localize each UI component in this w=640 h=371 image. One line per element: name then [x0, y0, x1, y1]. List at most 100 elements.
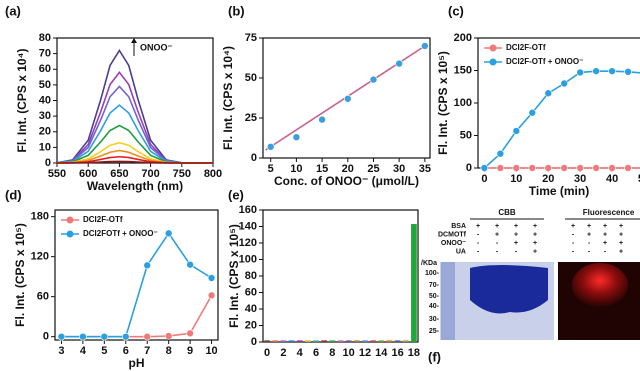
group-label: CBB [498, 208, 516, 217]
sign: - [496, 240, 499, 247]
legend-label: DCI2F-OTf + ONOO⁻ [506, 57, 583, 66]
cbb-bands [470, 265, 548, 314]
x-tick-label: 700 [141, 168, 159, 180]
x-tick-label: 15 [316, 163, 328, 175]
y-axis-title: Fl. Int. (CPS x 10⁵) [227, 224, 241, 328]
marker [545, 90, 552, 97]
bar [297, 340, 303, 342]
marker [144, 262, 151, 269]
legend-marker [67, 217, 74, 224]
x-tick-label: 9 [187, 345, 193, 357]
x-tick-label: 6 [123, 345, 129, 357]
sign: + [603, 240, 607, 247]
x-tick-label: 3 [58, 345, 64, 357]
sign: - [477, 248, 480, 255]
x-axis-title: pH [129, 356, 145, 370]
y-tick-label: 200 [454, 32, 472, 44]
annotation-arrowhead [131, 38, 137, 43]
x-tick-label: 4 [80, 345, 87, 357]
bar [321, 340, 327, 342]
marker [122, 333, 129, 340]
size-marker: 30- [429, 316, 440, 323]
marker [79, 333, 86, 340]
marker [101, 333, 108, 340]
x-tick-label: 20 [542, 173, 554, 185]
sign: - [572, 240, 575, 247]
x-tick-label: 7 [144, 345, 150, 357]
bar [289, 340, 295, 342]
bar [378, 340, 384, 342]
y-tick-label: 75 [245, 32, 257, 44]
x-tick-label: 0 [481, 173, 487, 185]
legend-marker [490, 59, 497, 66]
sign: + [587, 223, 591, 230]
y-tick-label: 150 [454, 64, 472, 76]
panel-label: (e) [228, 187, 244, 202]
y-tick-label: 120 [239, 237, 257, 249]
legend-marker [490, 45, 497, 52]
x-tick-label: 2 [280, 347, 286, 359]
marker [609, 68, 616, 75]
sign: - [604, 248, 607, 255]
bar [264, 340, 270, 342]
y-tick-label: 10 [39, 141, 51, 153]
gel-panel [440, 262, 640, 340]
sign: + [533, 240, 537, 247]
bar [338, 340, 344, 342]
sign: - [515, 248, 518, 255]
panel-label: (c) [448, 3, 464, 18]
legend-label: DCI2FOTf + ONOO⁻ [83, 229, 158, 238]
marker [267, 143, 274, 150]
size-marker: 50- [429, 293, 440, 300]
marker [421, 43, 428, 50]
bar [272, 340, 278, 342]
y-tick-label: 80 [39, 32, 51, 44]
x-tick-label: 12 [359, 347, 371, 359]
marker [396, 60, 403, 67]
marker [513, 127, 520, 134]
x-tick-label: 800 [204, 168, 222, 180]
bar [387, 340, 393, 342]
sign: + [476, 223, 480, 230]
marker [208, 275, 215, 282]
y-tick-label: 80 [245, 270, 257, 282]
size-marker: 25- [429, 328, 440, 335]
marker [577, 69, 584, 76]
marker [529, 165, 536, 172]
y-tick-label: 25 [245, 112, 257, 124]
sign: + [514, 231, 518, 238]
bar [370, 340, 376, 342]
marker [593, 68, 600, 75]
x-tick-label: 6 [313, 347, 319, 359]
y-tick-label: 70 [39, 48, 51, 60]
x-tick-label: 10 [343, 347, 355, 359]
x-axis-title: Time (min) [529, 184, 589, 198]
sign: + [619, 223, 623, 230]
sign: + [619, 240, 623, 247]
x-tick-label: 8 [329, 347, 335, 359]
figure: (a)01020304050607080550600650700750800Fl… [0, 0, 640, 371]
sign: - [572, 248, 575, 255]
y-tick-label: 60 [37, 291, 49, 303]
y-tick-label: 0 [43, 331, 49, 343]
row-label: ONOO⁻ [441, 240, 466, 247]
x-tick-label: 40 [606, 173, 618, 185]
bar [354, 340, 360, 342]
x-tick-label: 550 [48, 168, 66, 180]
marker [319, 116, 326, 123]
size-marker: 100- [425, 270, 440, 277]
panel-label: (d) [5, 187, 22, 202]
x-tick-label: 750 [173, 168, 191, 180]
x-tick-label: 25 [367, 163, 379, 175]
bar [362, 340, 368, 342]
sign: - [477, 240, 480, 247]
marker [370, 76, 377, 83]
bar [403, 340, 409, 342]
row-label: BSA [451, 223, 466, 230]
x-tick-label: 0 [264, 347, 270, 359]
marker [165, 333, 172, 340]
x-tick-label: 14 [375, 347, 388, 359]
group-label: Fluorescence [583, 208, 635, 217]
panel-label: (b) [228, 3, 245, 18]
marker [561, 80, 568, 87]
